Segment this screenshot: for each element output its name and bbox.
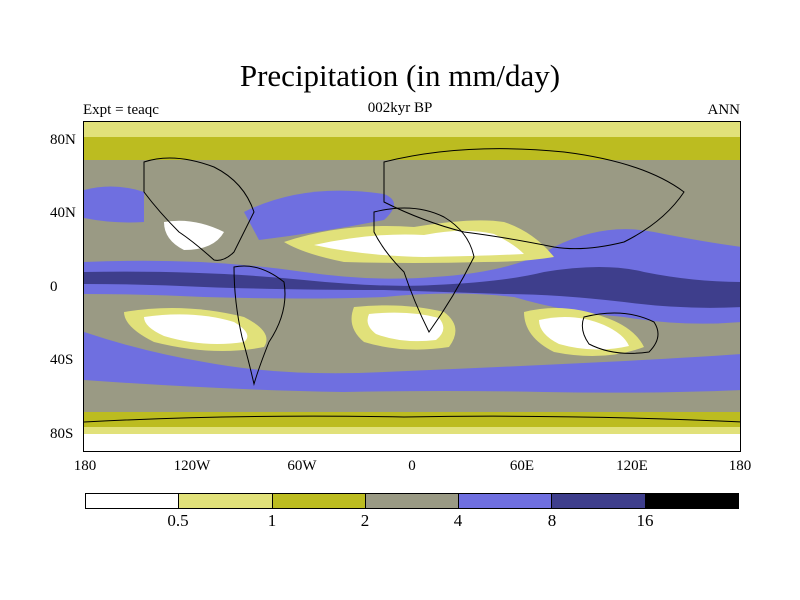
colorbar-swatch xyxy=(272,494,366,508)
x-tick-label: 120E xyxy=(616,458,648,474)
colorbar-swatch xyxy=(459,494,553,508)
antarctica-coast xyxy=(84,415,740,423)
colorbar-swatch xyxy=(86,494,180,508)
colorbar-swatch xyxy=(365,494,460,508)
colorbar-label: 4 xyxy=(453,511,463,530)
colorbar-label: 1 xyxy=(267,511,277,530)
y-tick-label: 0 xyxy=(50,279,58,295)
n-pacific-storm xyxy=(84,186,144,223)
n-atlantic-storm xyxy=(244,190,394,240)
x-tick-label: 60W xyxy=(287,458,317,474)
x-tick-label: 180 xyxy=(728,458,752,474)
precipitation-map xyxy=(83,121,741,452)
y-tick-label: 40S xyxy=(50,352,74,368)
x-tick-label: 120W xyxy=(173,458,211,474)
x-tick-label: 180 xyxy=(73,458,97,474)
africa-coast xyxy=(373,207,475,333)
x-tick-label: 60E xyxy=(509,458,535,474)
time-label: 002kyr BP xyxy=(367,100,433,116)
colorbar-label: 0.5 xyxy=(167,511,189,530)
colorbar-swatch xyxy=(179,494,273,508)
colorbar-swatch xyxy=(552,494,646,508)
colorbar xyxy=(85,493,739,509)
y-tick-label: 80S xyxy=(50,426,74,442)
eurasia-coast xyxy=(383,148,685,250)
south-america-coast xyxy=(233,265,286,386)
southern-storm xyxy=(84,332,740,393)
chart-title: Precipitation (in mm/day) xyxy=(239,58,561,93)
itcz-band xyxy=(84,229,740,324)
y-tick-label: 40N xyxy=(50,205,76,221)
x-tick-label: 0 xyxy=(408,458,416,474)
y-tick-label: 80N xyxy=(50,132,76,148)
colorbar-label: 8 xyxy=(547,511,557,530)
experiment-label: Expt = teaqc xyxy=(83,102,159,118)
itcz-core xyxy=(84,267,740,308)
se-pacific-dry xyxy=(144,314,248,344)
sahara-dry xyxy=(314,230,524,257)
colorbar-label: 2 xyxy=(360,511,370,530)
season-label: ANN xyxy=(707,102,741,118)
south-atlantic-dry xyxy=(367,312,444,342)
colorbar-label: 16 xyxy=(636,511,654,530)
coastlines xyxy=(84,148,740,423)
north-america-coast xyxy=(143,157,255,261)
ne-pacific-dry xyxy=(164,220,224,250)
antarctic-white-band xyxy=(84,434,740,451)
australia-coast xyxy=(581,312,659,354)
arctic-inner-band xyxy=(84,122,740,137)
colorbar-swatch xyxy=(645,494,738,508)
